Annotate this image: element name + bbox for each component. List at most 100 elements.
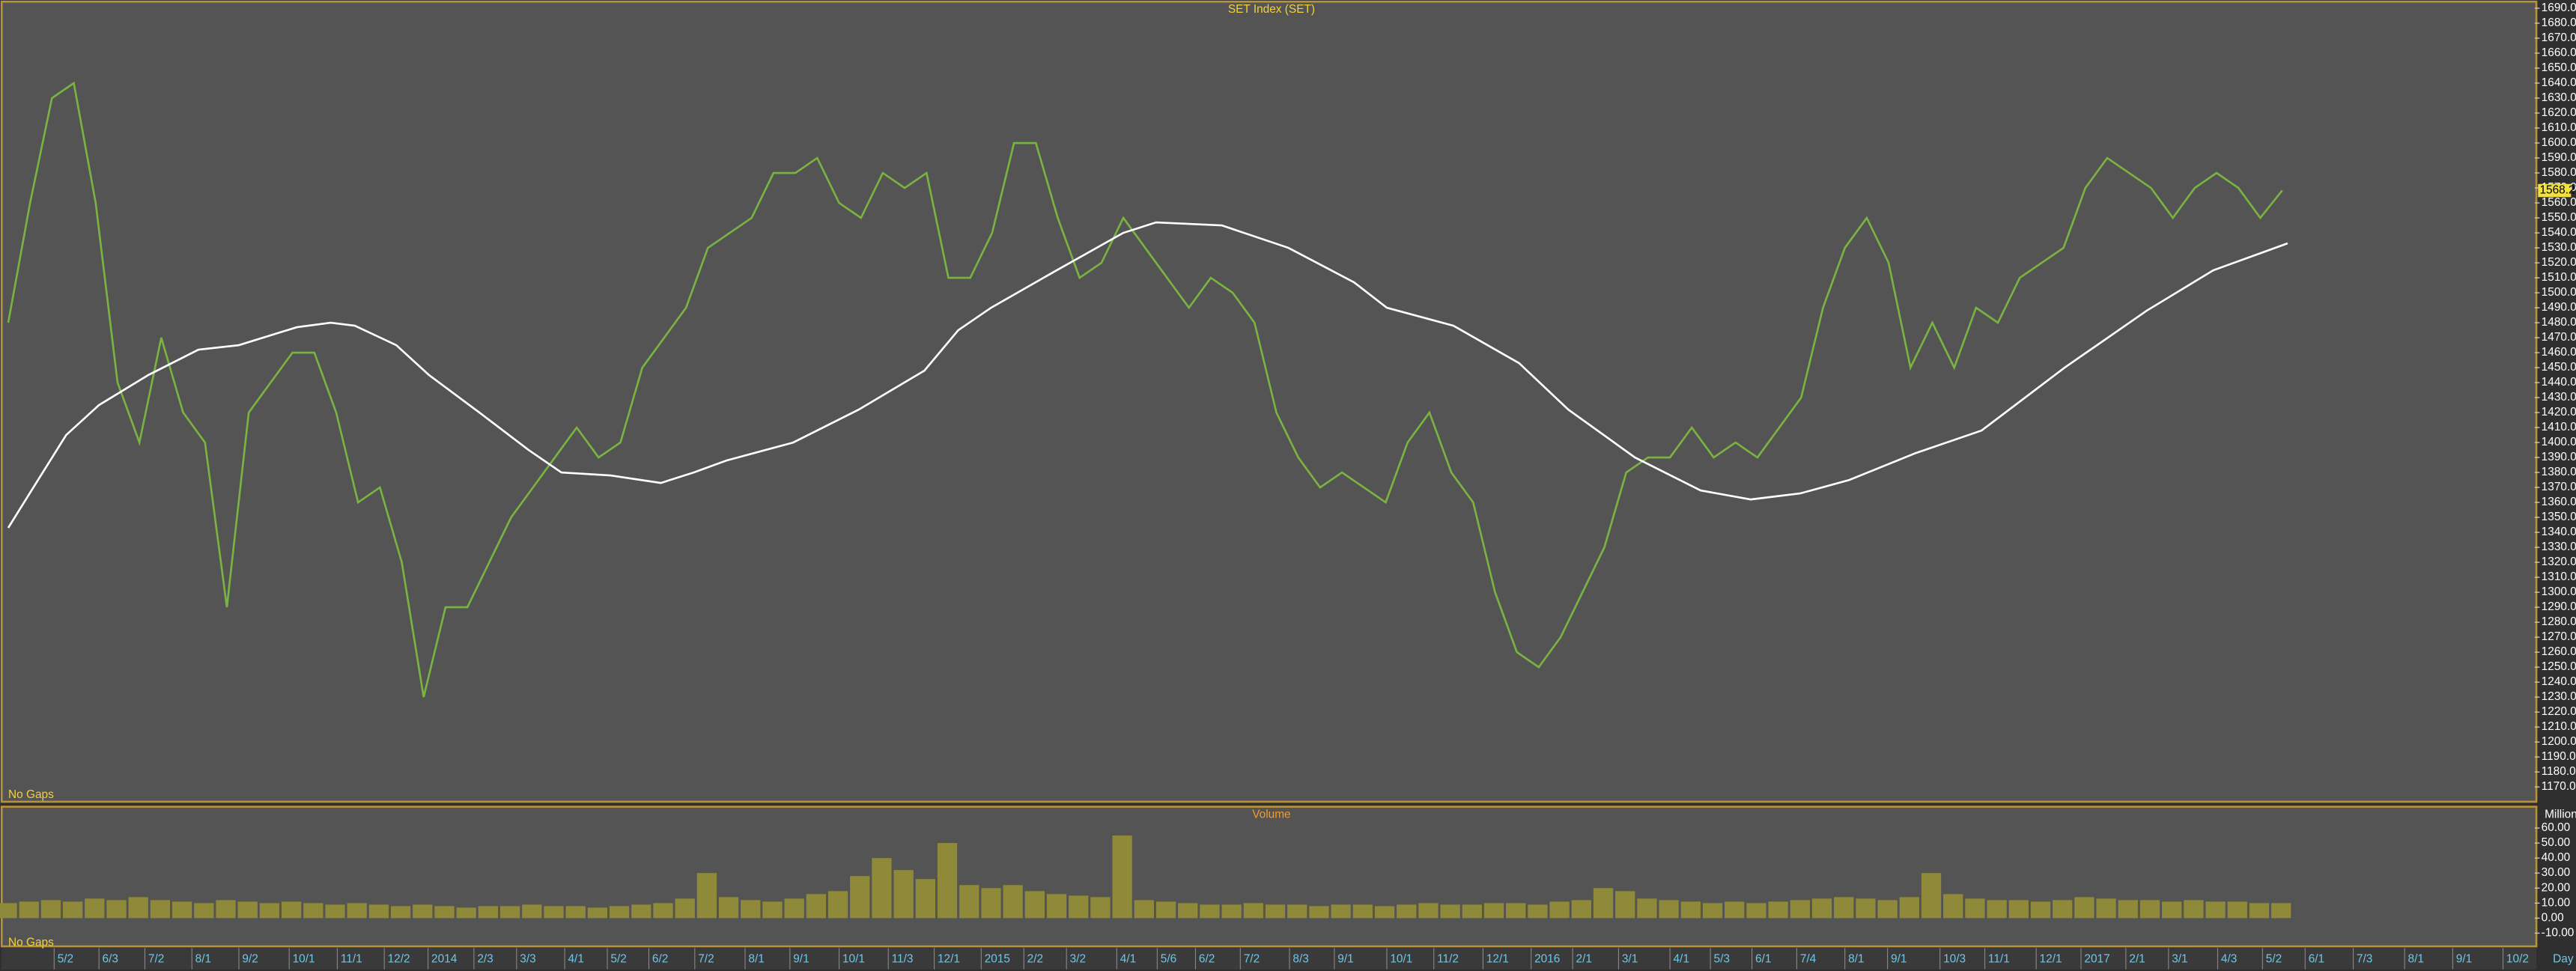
volume-bar	[1790, 900, 1810, 919]
y-tick-label: 1450.00	[2542, 361, 2576, 374]
volume-bar	[1003, 885, 1023, 919]
volume-bar	[1309, 906, 1329, 919]
volume-bar	[325, 904, 345, 919]
volume-panel	[0, 806, 2538, 948]
volume-bar	[544, 906, 564, 919]
volume-bar	[1987, 900, 2007, 919]
y-tick-label: 1240.00	[2542, 675, 2576, 688]
x-tick-label: 4/1	[1673, 953, 1689, 966]
volume-bar	[434, 906, 455, 919]
volume-bar	[2227, 901, 2247, 919]
x-tick-label: 8/1	[1848, 953, 1864, 966]
volume-bar	[937, 843, 958, 919]
y-tick-label: 1480.00	[2542, 316, 2576, 329]
y-tick-label: 1660.00	[2542, 46, 2576, 59]
volume-bar	[281, 901, 302, 919]
volume-bar	[2008, 900, 2029, 919]
volume-bar	[499, 906, 520, 919]
volume-bar	[718, 897, 739, 919]
volume-bar	[1221, 904, 1242, 919]
volume-bar	[784, 898, 804, 919]
x-unit: Day	[2553, 953, 2574, 966]
volume-bar	[1725, 901, 1745, 919]
y-tick-label: 1540.00	[2542, 226, 2576, 239]
y-tick-label: 1390.00	[2542, 451, 2576, 463]
volume-bar	[1768, 901, 1788, 919]
x-tick-label: 5/2	[610, 953, 626, 966]
x-tick-label: 10/3	[1943, 953, 1966, 966]
volume-bar	[0, 903, 17, 919]
x-tick-label: 11/2	[1437, 953, 1459, 966]
price-panel	[0, 0, 2538, 803]
x-tick-label: 3/2	[1070, 953, 1086, 966]
volume-bar	[1090, 897, 1111, 919]
x-tick-label: 3/3	[520, 953, 535, 966]
volume-bar	[1680, 901, 1701, 919]
x-tick-label: 2/1	[1576, 953, 1592, 966]
y-tick-label: 1500.00	[2542, 286, 2576, 299]
x-tick-label: 3/1	[1622, 953, 1638, 966]
volume-bar	[1659, 900, 1679, 919]
y-tick-label: 1270.00	[2542, 630, 2576, 643]
y-tick-label: 1640.00	[2542, 76, 2576, 89]
last-value-label: 1568.27	[2539, 184, 2576, 197]
x-tick-label: 7/2	[698, 953, 714, 966]
volume-bar	[1069, 895, 1089, 919]
volume-bar	[390, 906, 411, 919]
y-tick-label: 1530.00	[2542, 241, 2576, 254]
x-tick-label: 10/1	[293, 953, 315, 966]
volume-unit: Million	[2545, 809, 2576, 821]
volume-bar	[2053, 900, 2073, 919]
x-tick-label: 9/1	[2456, 953, 2472, 966]
y-tick-label: 0.00	[2542, 911, 2564, 924]
y-tick-label: 1230.00	[2542, 690, 2576, 703]
volume-bar	[2096, 898, 2116, 919]
volume-bar	[1024, 891, 1045, 919]
volume-bar	[1483, 903, 1504, 919]
x-tick-label: 8/1	[2408, 953, 2424, 966]
x-tick-label: 11/3	[892, 953, 914, 966]
volume-bar	[1440, 904, 1460, 919]
volume-bar	[522, 904, 542, 919]
y-tick-label: 1670.00	[2542, 31, 2576, 44]
volume-bar	[62, 901, 83, 919]
x-tick-label: 5/2	[2266, 953, 2282, 966]
volume-bar	[1811, 898, 1832, 919]
volume-bar	[915, 879, 935, 919]
x-tick-label: 10/1	[1390, 953, 1412, 966]
y-tick-label: 1630.00	[2542, 91, 2576, 104]
price-line	[7, 221, 2288, 529]
volume-bar	[347, 903, 367, 919]
x-tick-label: 7/3	[2357, 953, 2372, 966]
x-tick-label: 2016	[1534, 953, 1560, 966]
x-tick-label: 9/1	[1337, 953, 1353, 966]
volume-bar	[1593, 888, 1614, 919]
volume-bar	[1112, 835, 1132, 919]
volume-bar	[827, 891, 848, 919]
volume-bar	[1178, 903, 1198, 919]
y-tick-label: 1420.00	[2542, 406, 2576, 418]
y-tick-label: 1620.00	[2542, 106, 2576, 119]
y-tick-label: 1290.00	[2542, 600, 2576, 613]
volume-bar	[850, 876, 870, 919]
volume-bar	[1200, 904, 1220, 919]
volume-bar	[1899, 897, 1919, 919]
y-tick-label: 1320.00	[2542, 555, 2576, 568]
volume-bar	[872, 858, 892, 919]
x-tick-label: 6/2	[1199, 953, 1215, 966]
y-tick-label: 40.00	[2542, 851, 2571, 864]
volume-bar	[675, 898, 695, 919]
y-tick-label: 1280.00	[2542, 615, 2576, 628]
volume-bar	[413, 904, 433, 919]
x-tick-label: 9/1	[1891, 953, 1907, 966]
volume-bar	[806, 894, 827, 919]
last-value-box	[2538, 183, 2572, 198]
y-tick-label: 50.00	[2542, 836, 2571, 849]
x-tick-label: 12/1	[1486, 953, 1509, 966]
y-tick-label: 1430.00	[2542, 391, 2576, 404]
y-tick-label: 1560.00	[2542, 196, 2576, 209]
y-tick-label: 1310.00	[2542, 570, 2576, 583]
volume-bar	[1746, 903, 1767, 919]
x-tick-label: 2/2	[1027, 953, 1043, 966]
volume-bar	[587, 907, 608, 919]
